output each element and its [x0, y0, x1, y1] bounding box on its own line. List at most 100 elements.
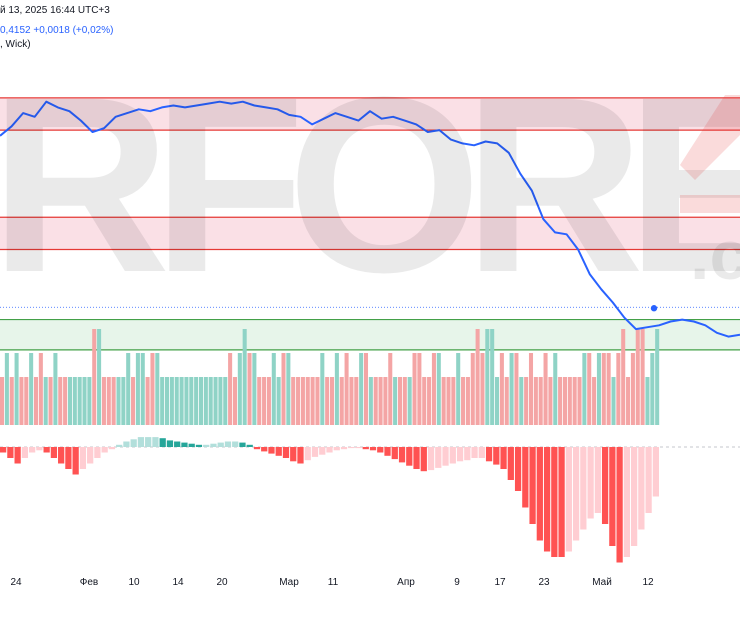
oscillator-bar	[551, 447, 558, 557]
oscillator-bar	[558, 447, 565, 557]
volume-bar	[655, 329, 660, 425]
oscillator-bar	[145, 437, 152, 447]
volume-bar	[485, 329, 490, 425]
x-tick-label: 23	[538, 577, 550, 588]
volume-bar	[363, 353, 369, 425]
volume-bar	[344, 353, 349, 425]
oscillator-bar	[152, 437, 159, 447]
volume-bar	[509, 353, 514, 425]
volume-bar	[562, 377, 567, 425]
volume-bar	[441, 377, 446, 425]
volume-bar	[548, 377, 553, 425]
volume-bar	[587, 353, 592, 425]
oscillator-bar	[630, 447, 638, 546]
volume-bar	[572, 377, 577, 425]
oscillator-bar	[427, 447, 435, 471]
volume-bar	[19, 377, 24, 425]
oscillator-bar	[7, 447, 14, 458]
volume-bar	[397, 377, 402, 425]
oscillator-bar	[87, 447, 94, 464]
volume-bar	[582, 353, 587, 425]
x-tick-label: 17	[494, 577, 506, 588]
volume-bar	[310, 377, 315, 425]
volume-bar	[198, 377, 204, 425]
oscillator-bar	[645, 447, 652, 513]
price-line	[0, 100, 740, 338]
oscillator-bar	[522, 447, 529, 508]
oscillator-bar	[232, 441, 239, 447]
price-series-line	[0, 100, 740, 338]
volume-bar	[446, 377, 451, 425]
x-tick-label: 11	[327, 577, 339, 588]
volume-bar	[611, 377, 616, 425]
oscillator-bar	[529, 447, 536, 524]
oscillator-bar	[420, 447, 427, 472]
oscillator-bar	[108, 447, 116, 450]
oscillator-bar	[253, 447, 261, 450]
volume-bar	[43, 377, 48, 425]
volume-bar	[169, 377, 174, 425]
volume-bar	[184, 377, 189, 425]
oscillator-bar	[485, 447, 493, 462]
volume-bar	[48, 377, 53, 425]
volume-bar	[116, 377, 121, 425]
volume-bar	[519, 377, 524, 425]
volume-bars	[0, 329, 660, 425]
oscillator-bar	[50, 447, 58, 458]
volume-bar	[635, 329, 640, 425]
volume-bar	[558, 377, 563, 425]
volume-bar	[359, 353, 364, 425]
x-tick-label: Май	[592, 577, 612, 588]
oscillator-bar	[449, 447, 456, 464]
oscillator-bar	[594, 447, 601, 513]
oscillator-bar	[514, 447, 522, 491]
header-quote: 0,4152 +0,0018 (+0,02%)	[0, 25, 114, 36]
volume-bar	[140, 353, 145, 425]
oscillator-bar	[261, 447, 268, 452]
header-chart-options: , Wick)	[0, 39, 31, 50]
oscillator-bar	[79, 447, 87, 469]
volume-bar	[553, 353, 558, 425]
volume-bar	[626, 377, 631, 425]
volume-bar	[645, 377, 650, 425]
oscillator-bar	[572, 447, 580, 541]
volume-bar	[427, 377, 432, 425]
volume-bar	[417, 353, 422, 425]
volume-bar	[461, 377, 466, 425]
volume-bar	[601, 353, 606, 425]
volume-bar	[257, 377, 262, 425]
volume-bar	[82, 377, 87, 425]
oscillator-bar	[326, 447, 333, 453]
volume-bar	[276, 377, 281, 425]
oscillator-bar	[0, 447, 7, 453]
volume-bar	[640, 329, 645, 425]
volume-bar	[616, 353, 621, 425]
volume-bar	[232, 377, 237, 425]
x-tick-label: Апр	[397, 577, 415, 588]
volume-bar	[577, 377, 582, 425]
volume-bar	[131, 377, 136, 425]
volume-bar	[596, 353, 601, 425]
volume-bar	[567, 377, 572, 425]
oscillator-bar	[290, 447, 297, 462]
oscillator-bar	[181, 442, 188, 447]
oscillator-bar	[58, 447, 65, 464]
volume-bar	[650, 353, 655, 425]
oscillator-bar	[398, 447, 406, 463]
volume-bar	[53, 353, 58, 425]
volume-bar	[402, 377, 407, 425]
x-tick-label: 12	[642, 577, 654, 588]
oscillator-bar	[536, 447, 543, 541]
oscillator-bar	[652, 447, 659, 497]
oscillator-bar	[239, 442, 246, 447]
oscillator-bar	[210, 443, 217, 447]
volume-bar	[475, 329, 480, 425]
volume-bar	[0, 377, 5, 425]
volume-bar	[262, 377, 267, 425]
volume-bar	[218, 377, 223, 425]
oscillator-bar	[268, 447, 275, 454]
volume-bar	[504, 377, 509, 425]
volume-bar	[228, 353, 233, 425]
volume-bar	[533, 377, 538, 425]
